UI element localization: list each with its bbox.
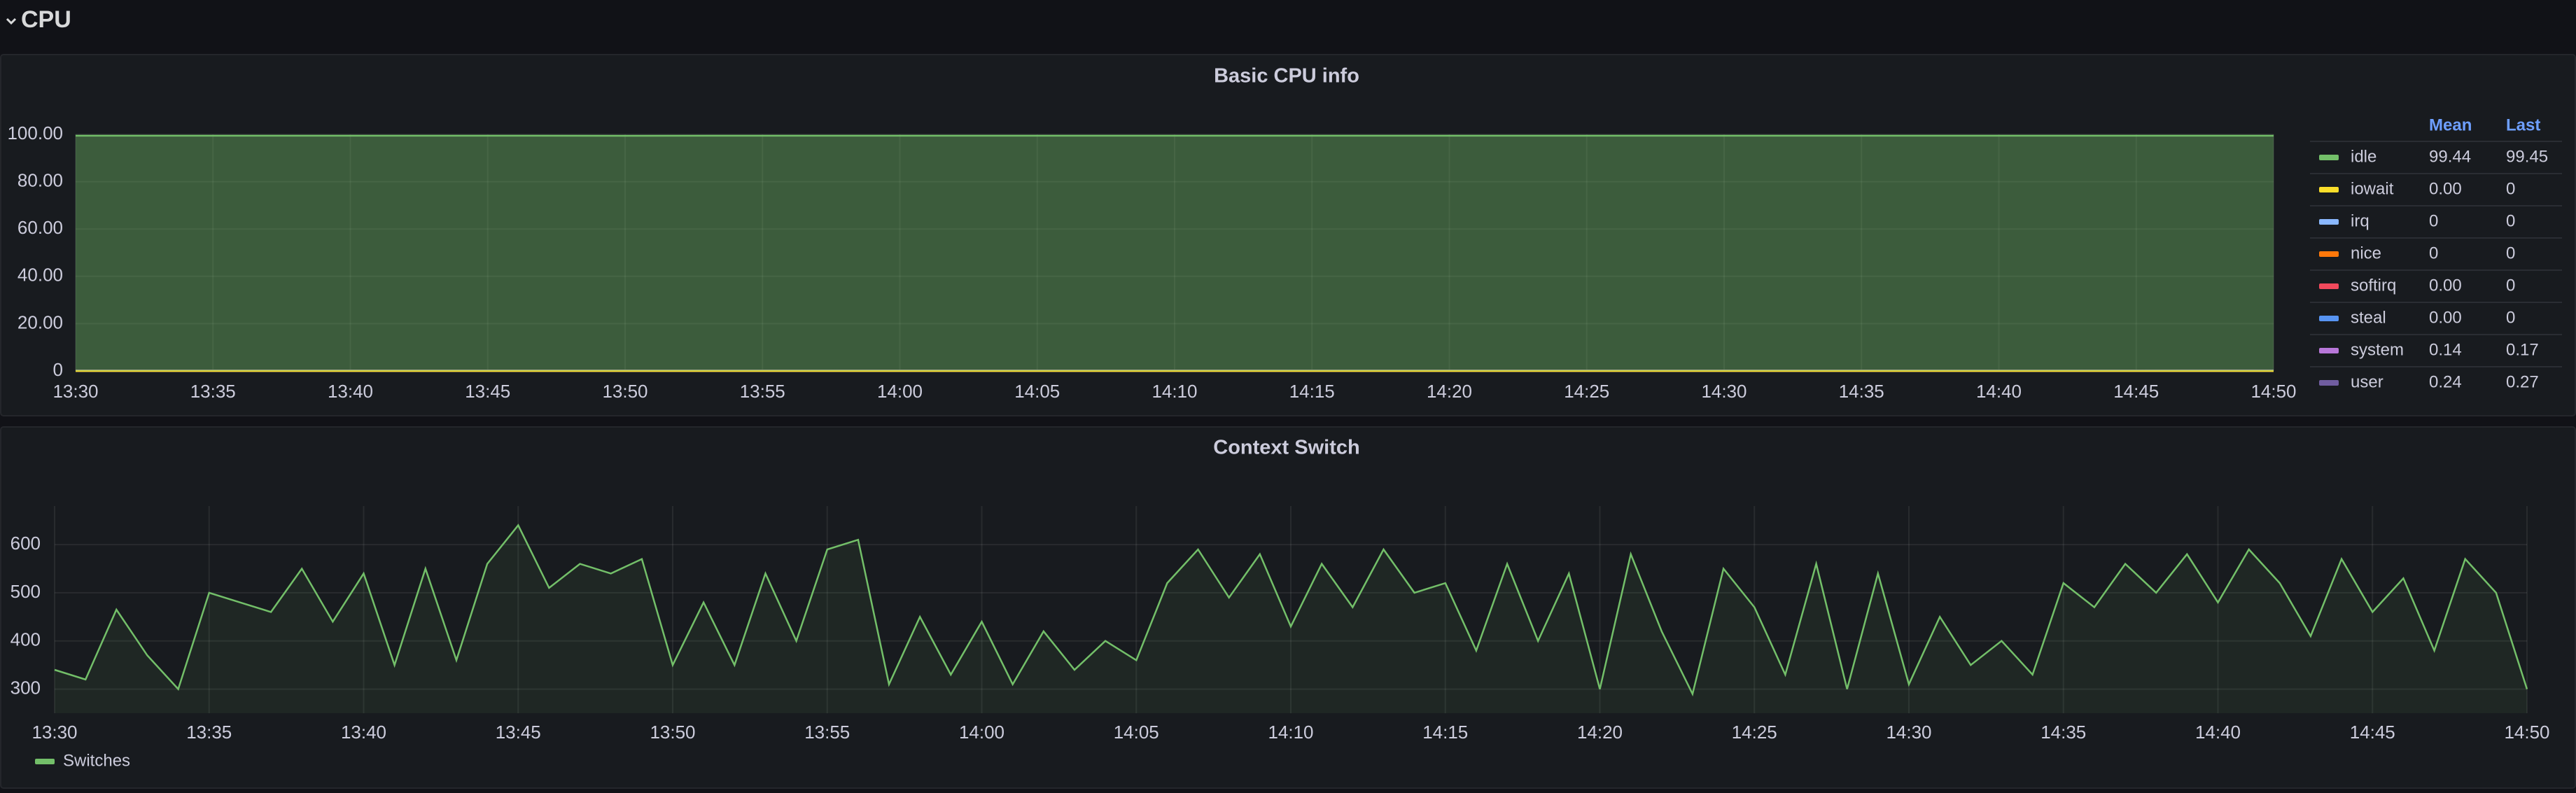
legend-last: 99.45 [2506, 147, 2548, 166]
x-tick-label: 13:45 [496, 722, 541, 743]
x-tick-label: 14:15 [1289, 381, 1335, 402]
series-line [54, 524, 2528, 697]
x-tick-label: 14:20 [1427, 381, 1472, 402]
legend-swatch [35, 759, 55, 764]
legend-name: idle [2351, 147, 2376, 166]
legend-name: Switches [63, 751, 130, 770]
legend-mean: 0.00 [2429, 276, 2462, 295]
legend-mean: 0.00 [2429, 179, 2462, 198]
x-tick-label: 14:30 [1701, 381, 1746, 402]
x-tick-label: 14:00 [877, 381, 923, 402]
x-tick-label: 13:50 [650, 722, 695, 743]
area-fill [76, 135, 2274, 371]
legend-last: 0 [2506, 308, 2515, 327]
x-tick-label: 14:50 [2250, 381, 2296, 402]
x-tick-label: 14:00 [959, 722, 1004, 743]
legend-swatch [2319, 251, 2339, 257]
y-tick-label: 40.00 [18, 265, 63, 286]
x-tick-label: 14:45 [2350, 722, 2395, 743]
x-tick-label: 13:40 [341, 722, 386, 743]
legend-mean: 0.24 [2429, 372, 2462, 391]
legend-name: iowait [2351, 179, 2394, 198]
x-tick-label: 14:35 [2040, 722, 2086, 743]
x-tick-label: 13:40 [328, 381, 373, 402]
x-tick-label: 14:45 [2113, 381, 2159, 402]
x-tick-label: 14:10 [1152, 381, 1197, 402]
x-tick-label: 14:40 [1976, 381, 2022, 402]
legend-last: 0 [2506, 179, 2515, 198]
x-tick-label: 13:30 [52, 381, 98, 402]
section-title[interactable]: CPU [21, 6, 71, 33]
y-tick-label: 80.00 [18, 169, 63, 190]
x-tick-label: 13:55 [740, 381, 785, 402]
chart-basic-cpu: Basic CPU info 0 20.00 40.00 60.00 80.00 100.0… [7, 65, 2562, 402]
legend-last: 0.27 [2506, 372, 2539, 391]
panel [0, 54, 2576, 416]
x-tick-label: 14:05 [1114, 722, 1159, 743]
x-tick-label: 14:05 [1014, 381, 1060, 402]
x-tick-label: 13:45 [465, 381, 510, 402]
y-tick-label: 500 [10, 581, 41, 602]
x-tick-label: 14:25 [1564, 381, 1609, 402]
x-tick-label: 13:35 [186, 722, 232, 743]
x-tick-label: 14:10 [1268, 722, 1313, 743]
legend-name: irq [2351, 211, 2370, 230]
legend-mean: 0 [2429, 211, 2438, 230]
legend-swatch [2319, 187, 2339, 192]
y-tick-label: 0 [53, 359, 63, 380]
legend-last: 0 [2506, 276, 2515, 295]
y-tick-label: 300 [10, 677, 41, 698]
y-tick-label: 20.00 [18, 311, 63, 332]
x-tick-label: 14:30 [1886, 722, 1931, 743]
y-tick-label: 100.00 [7, 122, 63, 143]
x-tick-label: 14:20 [1577, 722, 1623, 743]
legend-last: 0 [2506, 211, 2515, 230]
legend-swatch [2319, 155, 2339, 160]
chart-context-switch: Context Switch 300 400 500 600 13:30 13:35 13:4… [10, 437, 2550, 771]
x-tick-label: 13:30 [31, 722, 77, 743]
y-tick-label: 60.00 [18, 217, 63, 238]
legend-swatch [2319, 283, 2339, 289]
legend-swatch [2319, 316, 2339, 321]
panel-title: Basic CPU info [1214, 65, 1359, 87]
legend-name: steal [2351, 308, 2386, 327]
x-tick-label: 14:15 [1422, 722, 1468, 743]
legend-mean: 99.44 [2429, 147, 2471, 166]
y-tick-label: 600 [10, 533, 41, 554]
legend-swatch [2319, 348, 2339, 353]
panel [0, 426, 2576, 789]
y-tick-label: 400 [10, 629, 41, 650]
legend-name: softirq [2351, 276, 2396, 295]
legend-name: system [2351, 340, 2404, 359]
legend-swatch [2319, 380, 2339, 386]
legend-last: 0 [2506, 244, 2515, 262]
legend-name: nice [2351, 244, 2381, 262]
x-tick-label: 13:50 [602, 381, 648, 402]
x-tick-label: 14:40 [2195, 722, 2241, 743]
panel-title: Context Switch [1213, 437, 1359, 459]
x-tick-label: 14:25 [1732, 722, 1777, 743]
legend-last: 0.17 [2506, 340, 2539, 359]
collapse-chevron[interactable] [6, 17, 17, 25]
legend-column-header: Last [2506, 115, 2540, 134]
x-tick-label: 14:35 [1839, 381, 1884, 402]
legend-name: user [2351, 372, 2384, 391]
legend-column-header: Mean [2429, 115, 2472, 134]
legend-mean: 0.00 [2429, 308, 2462, 327]
x-tick-label: 13:35 [190, 381, 236, 402]
legend-mean: 0 [2429, 244, 2438, 262]
x-tick-label: 13:55 [804, 722, 850, 743]
legend-swatch [2319, 219, 2339, 225]
x-tick-label: 14:50 [2504, 722, 2549, 743]
legend-mean: 0.14 [2429, 340, 2462, 359]
